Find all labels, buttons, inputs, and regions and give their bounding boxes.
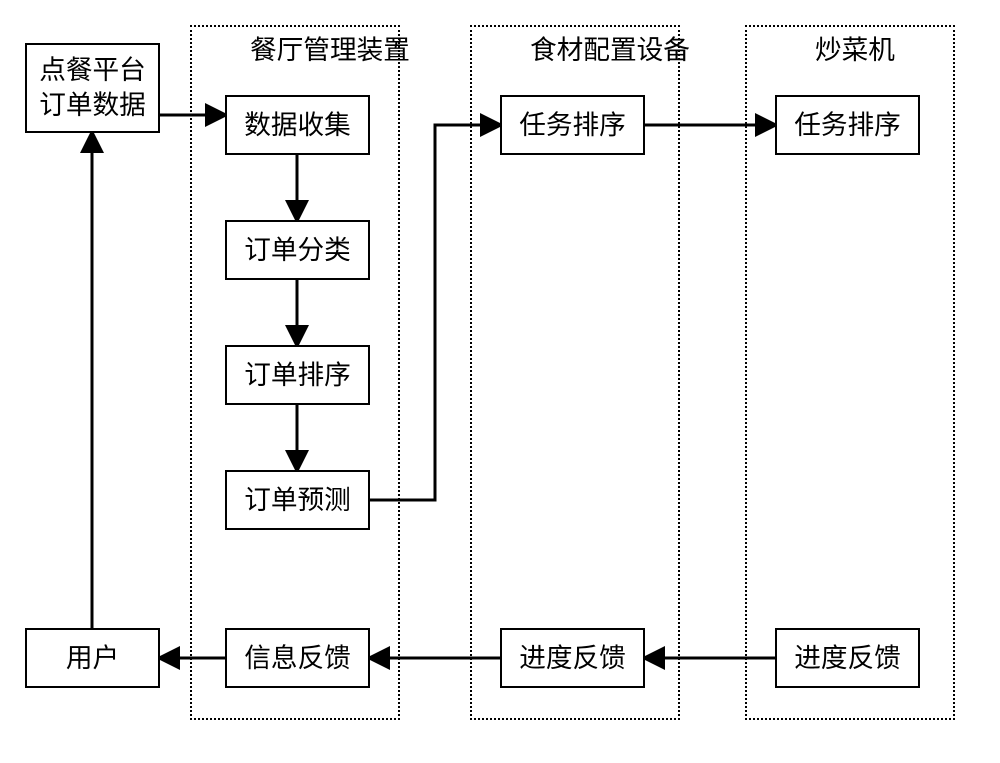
node-label: 信息反馈 [244,641,351,676]
node-label: 用户 [66,641,119,676]
node-n_task2: 任务排序 [775,95,920,155]
node-label: 订单预测 [244,483,351,518]
node-n_class: 订单分类 [225,220,370,280]
group-title-g1: 餐厅管理装置 [250,28,410,67]
node-n_task1: 任务排序 [500,95,645,155]
node-label: 任务排序 [794,108,901,143]
node-n_order: 点餐平台 订单数据 [25,43,160,133]
node-n_info: 信息反馈 [225,628,370,688]
node-n_sort: 订单排序 [225,345,370,405]
node-n_pred: 订单预测 [225,470,370,530]
node-label: 数据收集 [244,108,351,143]
node-label: 点餐平台 订单数据 [39,53,146,122]
group-title-g3: 炒菜机 [815,28,895,67]
node-n_prog1: 进度反馈 [500,628,645,688]
group-title-g2: 食材配置设备 [530,28,690,67]
node-label: 订单排序 [244,358,351,393]
node-n_user: 用户 [25,628,160,688]
node-n_prog2: 进度反馈 [775,628,920,688]
node-label: 任务排序 [519,108,626,143]
diagram-canvas: 餐厅管理装置 食材配置设备 炒菜机点餐平台 订单数据用户 数据收集订单分类订单排序订单… [0,0,1000,763]
node-label: 订单分类 [244,233,351,268]
node-label: 进度反馈 [519,641,626,676]
node-label: 进度反馈 [794,641,901,676]
node-n_collect: 数据收集 [225,95,370,155]
